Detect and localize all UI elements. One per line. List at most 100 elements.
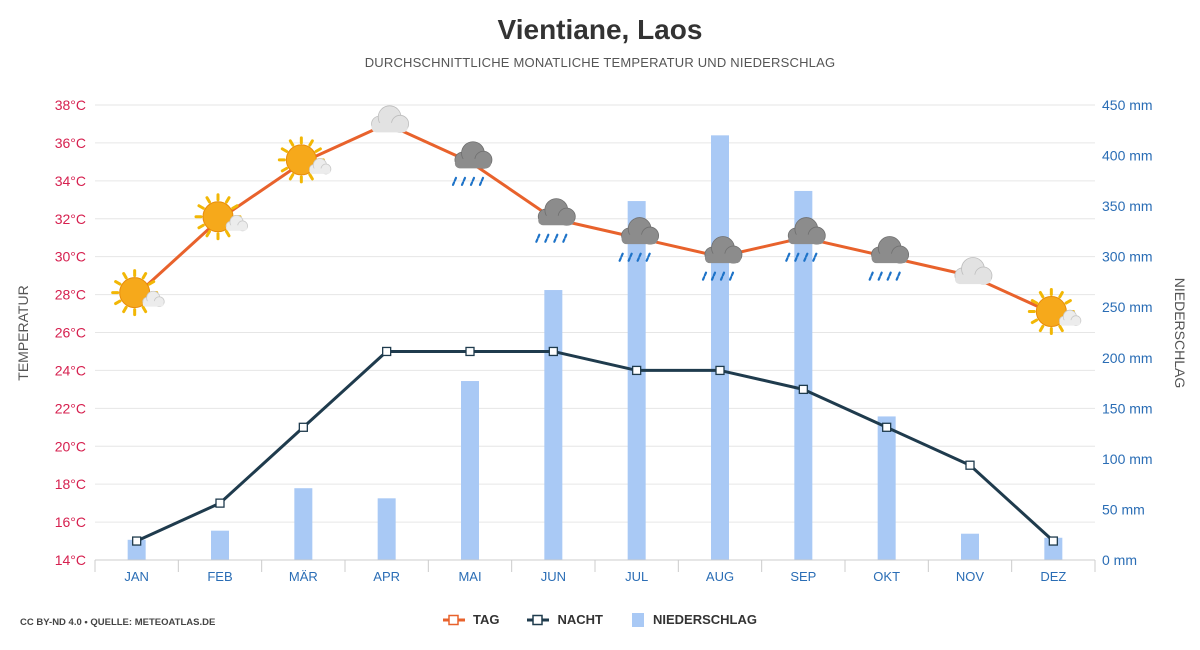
y2-tick-label: 350 mm [1102, 198, 1153, 214]
rain-drop [794, 252, 800, 262]
x-tick-label: JUN [541, 569, 566, 584]
cloud-rain-icon [451, 141, 493, 186]
sun-ray [314, 147, 322, 153]
niederschlag-bar [211, 530, 229, 560]
x-tick-label: SEP [790, 569, 816, 584]
y-tick-label: 32°C [55, 211, 86, 227]
rain-drop [645, 252, 651, 262]
niederschlag-bar [794, 190, 813, 560]
y2-tick-label: 0 mm [1102, 552, 1137, 568]
x-tick-label: OKT [873, 569, 900, 584]
sun-ray [1038, 290, 1045, 299]
niederschlag-bar [711, 135, 729, 561]
cloud-icon [371, 105, 410, 133]
rain-drop [710, 271, 717, 281]
chart-subtitle: DURCHSCHNITTLICHE MONATLICHE TEMPERATUR … [364, 55, 836, 70]
sun-ray [308, 139, 314, 147]
cloud-part [226, 225, 247, 231]
nacht-point [548, 346, 558, 357]
legend-label-nacht: NACHT [557, 612, 603, 627]
sun-ray [205, 229, 211, 238]
sun-ray [114, 299, 122, 306]
x-tick-label: APR [373, 569, 400, 584]
nacht-point [382, 346, 392, 357]
sun-ray [1058, 290, 1064, 299]
sun-ray [231, 204, 239, 210]
y2-tick-label: 300 mm [1102, 249, 1153, 265]
sun-ray [280, 166, 289, 173]
sun-ray [225, 196, 231, 204]
rain-drop [719, 271, 726, 281]
nacht-series [132, 346, 1058, 546]
cloud-part [142, 301, 164, 307]
cloud-part [954, 274, 991, 285]
sun-ray [225, 229, 231, 238]
axes: 14°C 16°C 18°C 20°C 22°C 24°C 26°C 28°C 30°C 32°C… [15, 97, 1188, 584]
rain-drop [460, 176, 467, 186]
rain-drop [877, 271, 883, 281]
rain-drop [785, 252, 791, 262]
nacht-point [798, 384, 808, 395]
legend-label-tag: TAG [473, 612, 500, 627]
sun-ray [1038, 324, 1045, 333]
cloud-rain-icon [701, 236, 743, 281]
legend-item-niederschlag[interactable]: NIEDERSCHLAG [631, 612, 757, 627]
sun-cloud-icon [1027, 288, 1082, 336]
rain-drop [553, 233, 559, 243]
cloud-part [1059, 320, 1081, 326]
cloud-part [788, 234, 825, 245]
sun-ray [114, 280, 122, 286]
sun-ray [280, 147, 289, 153]
y-tick-label: 30°C [55, 249, 86, 265]
cloud-part [454, 158, 491, 169]
rain-drop [868, 271, 874, 281]
x-tick-label: JAN [124, 569, 149, 584]
cloud-rain-icon [868, 236, 910, 281]
y-tick-label: 24°C [55, 362, 86, 378]
rain-drop [895, 271, 901, 281]
rain-drop [618, 252, 624, 262]
sun-ray [122, 272, 128, 280]
y-tick-label: 14°C [55, 552, 86, 568]
niederschlag-bars [127, 135, 1063, 561]
y2-tick-label: 400 mm [1102, 148, 1153, 164]
x-tick-label: FEB [207, 569, 232, 584]
y-tick-label: 28°C [55, 287, 86, 303]
nacht-point [882, 422, 892, 432]
sun-ray [288, 139, 295, 147]
rain-drop [469, 176, 476, 186]
y-tick-label: 20°C [55, 438, 86, 454]
cloud-rain-icon [618, 217, 660, 262]
niederschlag-legend-icon [631, 612, 644, 627]
cloud-part [309, 168, 331, 174]
rain-drop [544, 233, 550, 243]
source-credit: CC BY-ND 4.0 • QUELLE: METEOATLAS.DE [20, 617, 216, 628]
cloud-rain-icon [785, 217, 826, 262]
legend-item-nacht[interactable]: NACHT [527, 612, 603, 627]
sun-ray [197, 204, 205, 210]
nacht-point [465, 346, 475, 357]
x-tick-label: DEZ [1040, 569, 1066, 584]
niederschlag-bar [294, 488, 313, 560]
cloud-part [704, 253, 741, 264]
niederschlag-bar [877, 416, 896, 560]
sun-ray [197, 223, 205, 230]
nacht-point [965, 460, 975, 470]
y2-tick-label: 450 mm [1102, 97, 1153, 113]
cloud-part [538, 215, 575, 226]
x-tick-label: MÄR [289, 569, 318, 584]
y-tick-label: 22°C [55, 400, 86, 416]
cloud-part [871, 253, 908, 264]
legend-item-tag[interactable]: TAG [443, 612, 499, 627]
x-tick-label: AUG [706, 569, 734, 584]
rain-drop [728, 271, 735, 281]
niederschlag-bar [627, 201, 646, 561]
rain-drop [636, 252, 642, 262]
rain-drop [478, 176, 485, 186]
niederschlag-bar [377, 498, 396, 560]
rain-drop [701, 271, 708, 281]
y2-axis-title: NIEDERSCHLAG [1172, 278, 1188, 388]
sun-ray [147, 280, 156, 286]
y-tick-label: 26°C [55, 325, 86, 341]
nacht-point [632, 365, 642, 376]
